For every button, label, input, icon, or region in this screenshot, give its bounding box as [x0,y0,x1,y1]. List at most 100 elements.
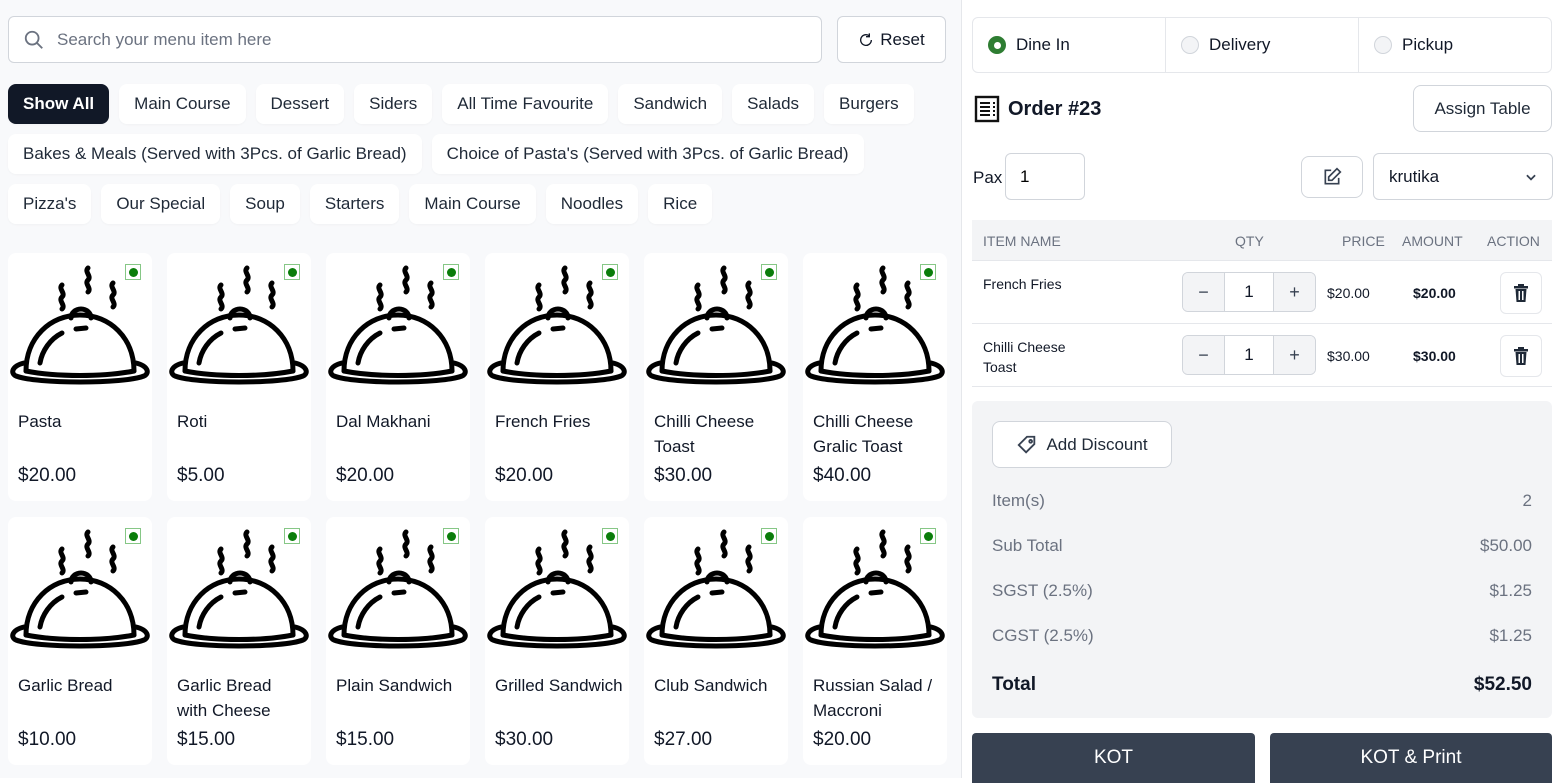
reset-button[interactable]: Reset [837,16,946,63]
menu-item-card[interactable]: Chilli Cheese Toast $30.00 [644,253,788,501]
edit-icon [1324,167,1342,185]
cloche-icon [8,258,152,398]
radio-button[interactable] [1181,36,1199,54]
summary-label: CGST (2.5%) [992,626,1094,645]
order-item-name: Chilli Cheese Toast [983,339,1066,375]
reset-label: Reset [880,29,925,49]
chevron-down-icon [1526,174,1536,181]
menu-item-card[interactable]: Russian Salad / Maccroni $20.00 [803,517,947,765]
summary-label: Item(s) [992,491,1045,510]
quantity-stepper: −1 + [1182,272,1316,312]
search-box[interactable] [8,16,822,63]
category-chip[interactable]: Burgers [824,84,914,124]
menu-item-card[interactable]: Club Sandwich $27.00 [644,517,788,765]
menu-item-price: $20.00 [813,729,872,750]
menu-item-card[interactable]: Garlic Bread $10.00 [8,517,152,765]
veg-indicator-icon [284,264,300,280]
total-value: $52.50 [1473,674,1532,695]
add-discount-button[interactable]: Add Discount [992,421,1172,468]
category-chip[interactable]: Noodles [545,184,639,224]
category-chip[interactable]: Pizza's [8,184,92,224]
radio-button[interactable] [1374,36,1392,54]
increase-qty-button[interactable]: + [1274,336,1315,374]
cloche-icon [485,258,629,398]
order-item-price: $30.00 [1327,348,1370,364]
veg-indicator-icon [602,264,618,280]
col-item-name: ITEM NAME [983,233,1061,249]
menu-item-name: Chilli Cheese Toast [654,412,755,456]
staff-value: krutika [1389,166,1440,186]
menu-item-card[interactable]: Garlic Bread with Cheese $15.00 [167,517,311,765]
search-input[interactable] [57,29,821,50]
kot-print-button[interactable]: KOT & Print [1270,733,1552,783]
category-chip[interactable]: Show All [8,84,110,124]
delete-item-button[interactable] [1500,272,1542,314]
summary-value: 2 [1522,491,1532,510]
category-chip[interactable]: Rice [648,184,713,224]
summary-value: $1.25 [1489,626,1532,645]
category-filters: Show All Main Course Dessert Siders All Time… [8,84,948,224]
menu-grid: Pasta $20.00 Roti $5.00 Dal Makhani $20.00 Fre… [8,253,947,765]
veg-indicator-icon [443,264,459,280]
radio-button[interactable] [988,36,1006,54]
order-type-label: Delivery [1209,35,1271,54]
menu-item-name: Dal Makhani [336,412,431,431]
category-chip[interactable]: Sandwich [618,84,723,124]
category-chip[interactable]: Starters [309,184,400,224]
order-type-delivery[interactable]: Delivery [1166,18,1359,72]
decrease-qty-button[interactable]: − [1183,336,1224,374]
summary-label: Sub Total [992,536,1063,555]
total-label: Total [992,674,1036,695]
order-item-price: $20.00 [1327,285,1370,301]
category-chip[interactable]: Our Special [101,184,221,224]
receipt-icon [974,95,1000,123]
cloche-icon [167,522,311,662]
order-table-header: ITEM NAME QTY PRICE AMOUNT ACTION [972,220,1552,261]
col-price: PRICE [1342,233,1385,249]
edit-button[interactable] [1301,156,1363,198]
summary-row: Item(s) 2 [992,491,1532,511]
category-chip[interactable]: Main Course [409,184,536,224]
summary-value: $1.25 [1489,581,1532,600]
menu-item-price: $5.00 [177,465,225,486]
category-chip[interactable]: All Time Favourite [442,84,609,124]
menu-item-card[interactable]: Pasta $20.00 [8,253,152,501]
order-title: Order #23 [1008,97,1102,120]
menu-item-card[interactable]: French Fries $20.00 [485,253,629,501]
order-type-label: Pickup [1402,35,1454,54]
category-chip[interactable]: Choice of Pasta's (Served with 3Pcs. of … [431,134,864,174]
order-type-dine-in[interactable]: Dine In [973,18,1166,72]
order-item-amount: $30.00 [1413,348,1456,364]
menu-item-price: $30.00 [654,465,713,486]
category-chip[interactable]: Dessert [255,84,345,124]
delete-item-button[interactable] [1500,335,1542,377]
menu-item-name: Plain Sandwich [336,676,453,695]
staff-select[interactable]: krutika [1373,153,1553,200]
menu-item-card[interactable]: Dal Makhani $20.00 [326,253,470,501]
order-type-pickup[interactable]: Pickup [1359,18,1551,72]
cloche-icon [644,522,788,662]
menu-item-price: $15.00 [177,729,236,750]
increase-qty-button[interactable]: + [1274,273,1315,311]
category-chip[interactable]: Salads [732,84,815,124]
category-chip[interactable]: Main Course [119,84,246,124]
category-chip[interactable]: Siders [354,84,433,124]
menu-item-name: Garlic Bread [18,676,113,695]
trash-icon [1514,347,1528,365]
menu-item-card[interactable]: Grilled Sandwich $30.00 [485,517,629,765]
cloche-icon [167,258,311,398]
menu-item-card[interactable]: Plain Sandwich $15.00 [326,517,470,765]
category-chip[interactable]: Bakes & Meals (Served with 3Pcs. of Garl… [8,134,422,174]
decrease-qty-button[interactable]: − [1183,273,1224,311]
order-item-name: French Fries [983,276,1062,292]
category-chip[interactable]: Soup [230,184,300,224]
trash-icon [1514,284,1528,302]
cloche-icon [644,258,788,398]
assign-table-button[interactable]: Assign Table [1413,85,1552,132]
order-summary: Add Discount Item(s) 2 Sub Total $50.00 SGST… [972,401,1552,718]
menu-item-card[interactable]: Roti $5.00 [167,253,311,501]
menu-item-card[interactable]: Chilli Cheese Gralic Toast $40.00 [803,253,947,501]
kot-button[interactable]: KOT [972,733,1255,783]
pax-input[interactable] [1005,153,1085,200]
